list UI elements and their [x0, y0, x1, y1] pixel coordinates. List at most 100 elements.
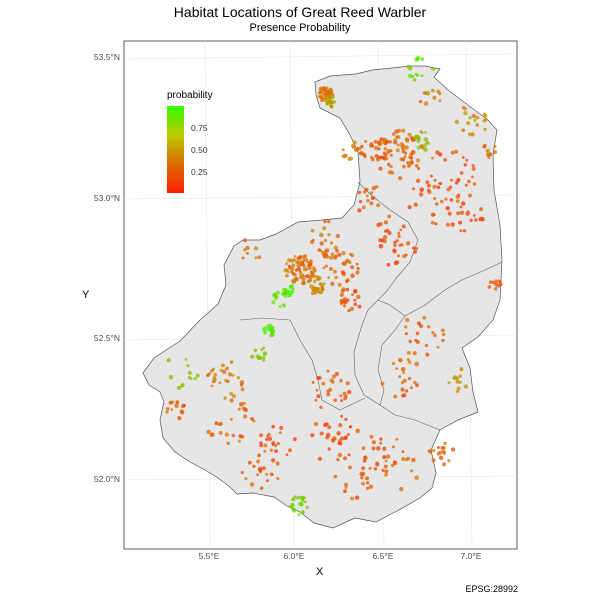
observation-point: [337, 282, 342, 287]
observation-point: [223, 396, 227, 400]
chart-title: Habitat Locations of Great Reed Warbler: [173, 4, 427, 20]
observation-point: [262, 356, 266, 360]
observation-point: [385, 454, 391, 459]
observation-point: [436, 446, 440, 449]
legend-title: probability: [167, 90, 213, 101]
observation-point: [259, 443, 263, 448]
observation-point: [257, 453, 261, 458]
observation-point: [180, 383, 185, 388]
observation-point: [384, 229, 387, 233]
observation-point: [408, 73, 413, 79]
observation-point: [271, 458, 276, 463]
observation-point: [463, 106, 467, 111]
observation-point: [370, 157, 375, 162]
x-tick-label: 5.5°E: [198, 551, 220, 561]
observation-point: [243, 414, 248, 419]
observation-point: [348, 425, 352, 429]
observation-point: [384, 459, 388, 463]
observation-point: [260, 348, 264, 352]
observation-point: [450, 150, 455, 155]
observation-point: [328, 266, 333, 271]
observation-point: [333, 474, 338, 479]
observation-point: [414, 338, 418, 342]
observation-point: [493, 281, 499, 287]
observation-point: [231, 433, 236, 438]
observation-point: [285, 453, 289, 456]
observation-point: [450, 178, 454, 182]
observation-point: [399, 142, 404, 147]
observation-point: [422, 91, 426, 95]
observation-point: [390, 463, 395, 468]
observation-point: [461, 156, 465, 159]
observation-point: [229, 360, 234, 364]
observation-point: [494, 279, 498, 283]
observation-point: [325, 435, 330, 440]
observation-point: [393, 460, 397, 464]
observation-point: [498, 282, 503, 287]
observation-point: [456, 199, 460, 203]
observation-point: [459, 210, 465, 215]
observation-point: [266, 324, 271, 329]
observation-point: [300, 261, 305, 267]
observation-point: [165, 410, 169, 414]
observation-point: [413, 250, 417, 254]
observation-point: [393, 240, 397, 244]
observation-point: [338, 423, 343, 428]
observation-point: [408, 339, 413, 344]
observation-point: [373, 145, 379, 151]
observation-point: [401, 149, 406, 154]
observation-point: [218, 381, 222, 385]
observation-point: [314, 288, 318, 292]
observation-point: [355, 262, 359, 266]
observation-point: [455, 380, 460, 384]
observation-point: [240, 471, 244, 475]
observation-point: [415, 178, 421, 183]
observation-point: [396, 143, 400, 147]
observation-point: [404, 332, 408, 336]
observation-point: [322, 266, 326, 270]
observation-point: [360, 476, 364, 480]
observation-point: [483, 127, 487, 131]
x-axis-label: X: [316, 566, 324, 578]
observation-point: [371, 440, 376, 445]
observation-point: [398, 176, 403, 181]
observation-point: [376, 222, 381, 228]
observation-point: [397, 128, 401, 133]
observation-point: [206, 373, 210, 377]
observation-point: [319, 232, 324, 238]
observation-point: [357, 146, 362, 151]
observation-point: [310, 228, 315, 233]
observation-point: [466, 210, 470, 214]
observation-point: [229, 392, 234, 396]
observation-point: [323, 96, 327, 100]
observation-point: [364, 139, 368, 143]
observation-point: [330, 95, 334, 98]
observation-point: [181, 403, 186, 408]
observation-point: [438, 455, 444, 460]
observation-point: [361, 481, 365, 486]
observation-point: [187, 375, 192, 380]
observation-point: [413, 380, 417, 385]
observation-point: [343, 153, 348, 158]
y-tick-label: 52.0°N: [93, 474, 120, 484]
observation-point: [378, 243, 384, 249]
observation-point: [290, 259, 294, 263]
observation-point: [339, 292, 344, 297]
observation-point: [243, 407, 248, 413]
observation-point: [396, 254, 400, 258]
observation-point: [296, 263, 301, 268]
observation-point: [371, 186, 376, 191]
observation-point: [456, 211, 460, 216]
observation-point: [343, 396, 347, 401]
observation-point: [210, 368, 214, 373]
observation-point: [311, 380, 315, 384]
observation-point: [261, 466, 266, 471]
observation-point: [435, 150, 440, 155]
observation-point: [322, 226, 327, 231]
observation-point: [330, 438, 336, 443]
observation-point: [358, 200, 363, 204]
observation-point: [295, 260, 300, 265]
observation-point: [323, 238, 328, 243]
observation-point: [263, 330, 267, 335]
observation-point: [471, 175, 474, 179]
